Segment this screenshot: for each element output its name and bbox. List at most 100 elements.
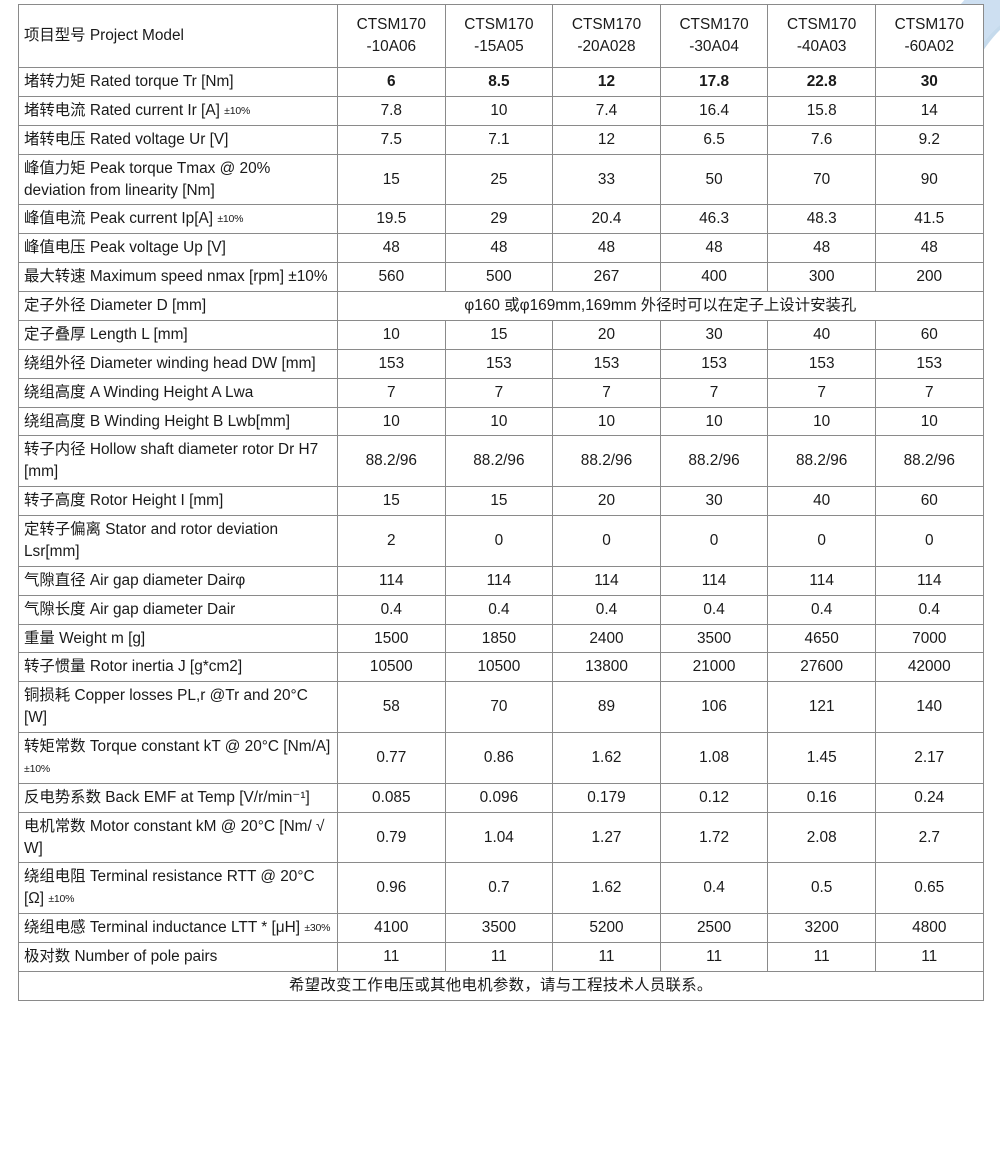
row-label-en: Weight m [g] (59, 629, 146, 647)
row-label-en: Diameter winding head DW [mm] (89, 354, 316, 372)
table-row: 绕组电阻 Terminal resistance RTT @ 20°C [Ω] … (18, 862, 984, 915)
row-label-cn: 绕组电感 (24, 919, 86, 937)
row-label-cell: 定子外径 Diameter D [mm] (18, 291, 338, 321)
value-cell: 40 (767, 319, 876, 350)
value-cell: 9.2 (874, 124, 984, 155)
row-label-cell: 气隙长度 Air gap diameter Dair (18, 594, 338, 625)
value-cell: 0.4 (874, 594, 984, 625)
value-cell: 0.4 (767, 594, 876, 625)
row-label-cell: 堵转电压 Rated voltage Ur [V] (18, 124, 338, 155)
row-label-cn: 重量 (24, 629, 55, 647)
table-body: 项目型号 Project Model CTSM170 -10A06 CTSM170 -1… (18, 4, 984, 1001)
value-cell: 2 (337, 515, 446, 567)
value-cell: 58 (337, 681, 446, 733)
value-cell: 1.04 (444, 811, 554, 864)
row-label-cell: 绕组电感 Terminal inductance LTT * [μH] ±30% (18, 913, 338, 943)
row-label-en: Peak voltage Up [V] (89, 239, 226, 257)
value-cell: 200 (874, 262, 984, 292)
row-label-cell: 转子内径 Hollow shaft diameter rotor Dr H7 [… (18, 435, 338, 488)
row-label-en: Winding Height B Lwb[mm] (104, 412, 291, 430)
value-cell: 7 (874, 377, 984, 408)
row-tolerance: ±30% (304, 922, 331, 935)
value-cell: 29 (444, 204, 554, 235)
table-row: 转子高度 Rotor Height I [mm] 15 15 20 30 40 60 (18, 486, 984, 516)
value-cell: 0.4 (337, 594, 446, 625)
value-cell: 15 (337, 153, 446, 206)
table-row: 气隙直径 Air gap diameter Dairφ 114 114 114 114 1… (18, 565, 984, 596)
value-cell: 7.8 (337, 95, 446, 126)
value-cell: 40 (767, 486, 876, 516)
row-label-cell: 峰值电流 Peak current Ip[A] ±10% (18, 204, 338, 235)
row-label-cn: 定子外径 (24, 297, 86, 314)
value-cell: 48 (337, 233, 446, 264)
value-cell: 6 (337, 67, 446, 97)
value-cell: 20.4 (552, 204, 661, 235)
table-row: 峰值电流 Peak current Ip[A] ±10% 19.5 29 20.4 46… (18, 204, 984, 235)
table-row: 堵转电压 Rated voltage Ur [V] 7.5 7.1 12 6.5 7.6 9… (18, 124, 984, 155)
row-label-cell: 转矩常数 Torque constant kT @ 20°C [Nm/A] ±1… (18, 732, 338, 784)
value-cell: 88.2/96 (552, 435, 661, 488)
table-row: 极对数 Number of pole pairs 11 11 11 11 11 11 (18, 942, 984, 972)
table-row: 转子内径 Hollow shaft diameter rotor Dr H7 [… (18, 435, 984, 488)
row-label-cell: 定转子偏离 Stator and rotor deviation Lsr[mm] (18, 515, 338, 567)
value-cell: 12 (552, 67, 661, 97)
value-cell: 0.65 (874, 862, 984, 915)
value-cell: 106 (659, 681, 769, 733)
row-label-en: Rated current Ir [A] (89, 101, 220, 119)
row-label-en: Rated torque Tr [Nm] (89, 73, 234, 90)
value-cell: 50 (659, 153, 769, 206)
value-cell: 27600 (767, 652, 876, 683)
model-header-cell: CTSM170 -15A05 (444, 4, 554, 68)
value-cell: 114 (767, 565, 876, 596)
value-cell: 2.7 (874, 811, 984, 864)
row-label-cn: 铜损耗 (24, 687, 71, 705)
row-label-cell: 峰值电压 Peak voltage Up [V] (18, 233, 338, 264)
row-label-cn: 绕组外径 (24, 354, 86, 372)
row-tolerance: ±10% (217, 213, 244, 226)
row-label-cn: 堵转力矩 (24, 73, 86, 90)
row-label-cn: 最大转速 (24, 268, 86, 286)
table-row: 气隙长度 Air gap diameter Dair 0.4 0.4 0.4 0.4 0.… (18, 594, 984, 625)
value-cell: 11 (874, 942, 984, 972)
value-cell: 10 (874, 406, 984, 437)
row-label-cell: 堵转力矩 Rated torque Tr [Nm] (18, 67, 338, 97)
row-label-cell: 极对数 Number of pole pairs (18, 942, 338, 972)
model-header-cell: CTSM170 -60A02 (874, 4, 984, 68)
model-name-line2: -10A06 (366, 38, 417, 55)
value-cell: 0.96 (337, 862, 446, 915)
value-cell: 7.5 (337, 124, 446, 155)
row-label-en: Rotor Height I [mm] (89, 492, 224, 510)
row-label-cell: 定子叠厚 Length L [mm] (18, 319, 338, 350)
row-label-cn: 绕组高度 B (24, 412, 101, 430)
model-name-line1: CTSM170 (894, 16, 964, 34)
value-cell: 48 (659, 233, 769, 264)
value-cell: 5200 (552, 913, 661, 943)
row-label-cn: 极对数 (24, 948, 71, 965)
value-cell: 17.8 (659, 67, 769, 97)
row-label-en: Back EMF at Temp [V/r/min⁻¹] (105, 788, 310, 806)
value-cell: 0 (767, 515, 876, 567)
row-label-en: Winding Height A Lwa (103, 383, 254, 401)
row-label-en: Copper losses PL,r @Tr and 20°C [W] (24, 687, 308, 727)
table-row: 重量 Weight m [g] 1500 1850 2400 3500 4650 7000 (18, 623, 984, 654)
row-label-cn: 定转子偏离 (24, 521, 101, 538)
value-cell: 10 (444, 406, 554, 437)
row-label-cell: 绕组高度 A Winding Height A Lwa (18, 377, 338, 408)
value-cell: 0 (552, 515, 661, 567)
row-label-cell: 绕组电阻 Terminal resistance RTT @ 20°C [Ω] … (18, 862, 338, 915)
table-row: 堵转电流 Rated current Ir [A] ±10% 7.8 10 7.4 16… (18, 95, 984, 126)
model-header-cell: CTSM170 -30A04 (659, 4, 769, 68)
value-cell: 30 (659, 319, 769, 350)
row-label-en: Length L [mm] (89, 325, 188, 343)
value-cell: 7.1 (444, 124, 554, 155)
row-label-cell: 重量 Weight m [g] (18, 623, 338, 654)
value-cell: 60 (874, 319, 984, 350)
value-cell: 88.2/96 (659, 435, 769, 488)
row-label-cn: 电机常数 (24, 817, 86, 835)
row-label-en: Rotor inertia J [g*cm2] (89, 658, 243, 676)
value-cell: 88.2/96 (337, 435, 446, 488)
row-label-en: Maximum speed nmax [rpm] ±10% (89, 268, 328, 286)
row-label-cn: 峰值电流 (24, 210, 86, 228)
value-cell: 153 (874, 348, 984, 379)
value-cell: 0.4 (552, 594, 661, 625)
